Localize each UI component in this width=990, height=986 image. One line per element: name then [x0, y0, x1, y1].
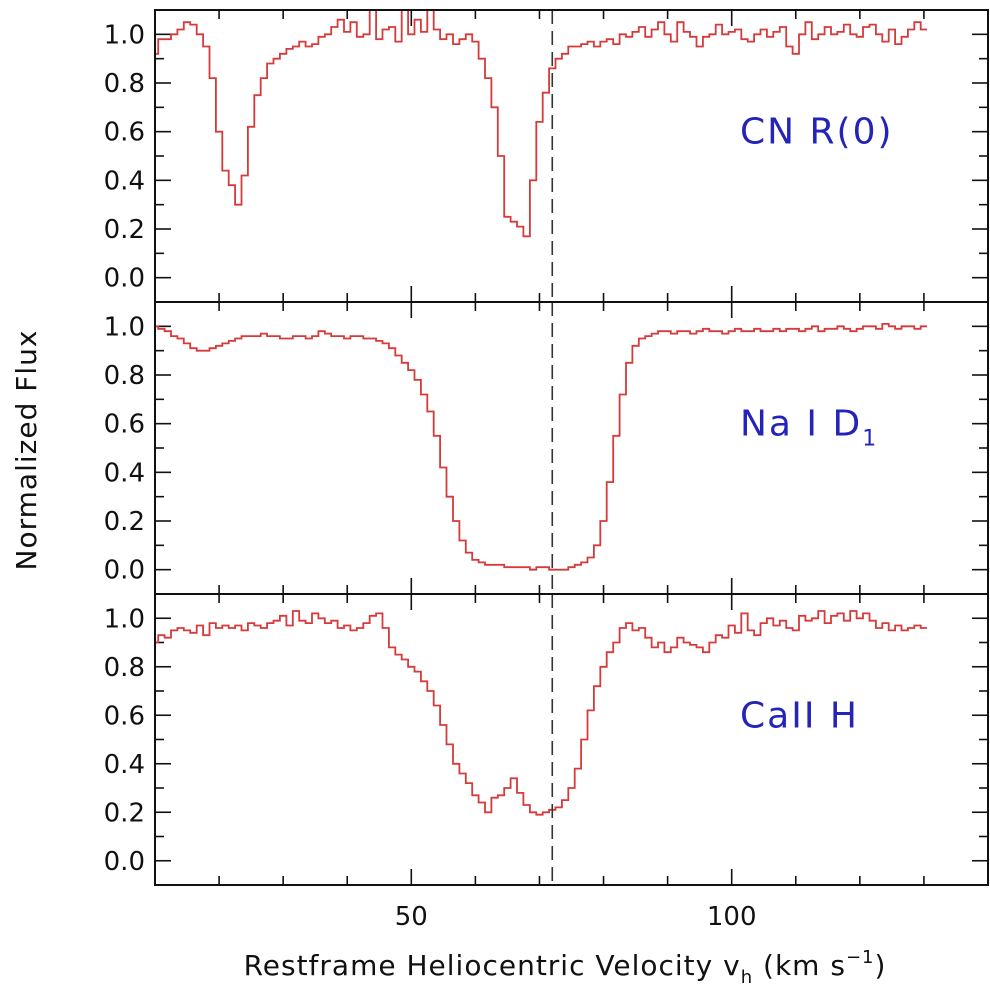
- y-tick-label: 0.2: [104, 215, 145, 245]
- panel-label: CaII H: [740, 695, 859, 736]
- spectrum-line: [155, 610, 928, 816]
- panel-1: 0.0 0.2 0.4 0.6 0.8 1.0 CN R(0): [104, 9, 989, 303]
- y-tick-label: 0.6: [104, 118, 145, 148]
- y-tick-label: 1.0: [104, 604, 145, 634]
- panel-label-main: CN R(0): [740, 112, 894, 153]
- y-tick-label: 1.0: [104, 312, 145, 342]
- x-tick-label: 50: [395, 902, 428, 932]
- y-tick-label: 0.8: [104, 69, 145, 99]
- panels-group: 0.0 0.2 0.4 0.6 0.8 1.0 CN R(0) 0.0 0.2 0.4 0.6 0.8…: [104, 9, 989, 932]
- spectrum-line: [155, 323, 928, 571]
- y-tick-label: 1.0: [104, 20, 145, 50]
- x-axis-title-superscript: −1: [846, 947, 875, 968]
- y-tick-label: 0.6: [104, 701, 145, 731]
- panel-label: CN R(0): [740, 112, 894, 153]
- x-tick-label: 100: [707, 902, 757, 932]
- y-tick-label: 0.0: [104, 847, 145, 877]
- y-tick-label: 0.2: [104, 507, 145, 537]
- y-tick-label: 0.4: [104, 458, 145, 488]
- panel-label-subscript: 1: [862, 427, 878, 452]
- x-axis-title-unit-close: ): [874, 949, 886, 982]
- y-tick-label: 0.2: [104, 798, 145, 828]
- x-axis-title-subscript: h: [741, 967, 753, 986]
- x-axis-title-main: Restframe Heliocentric Velocity v: [244, 949, 741, 982]
- x-axis-title-unit: (km s: [753, 949, 846, 982]
- y-tick-label: 0.4: [104, 166, 145, 196]
- y-tick-label: 0.0: [104, 264, 145, 294]
- panel-2: 0.0 0.2 0.4 0.6 0.8 1.0 Na I D1: [104, 301, 989, 595]
- x-axis-title: Restframe Heliocentric Velocity vh (km s…: [244, 947, 887, 986]
- y-tick-label: 0.4: [104, 750, 145, 780]
- panel-label: Na I D1: [740, 404, 878, 452]
- panel-label-main: CaII H: [740, 695, 859, 736]
- y-tick-label: 0.0: [104, 556, 145, 586]
- panel-label-main: Na I D: [740, 404, 862, 445]
- spectrum-line: [155, 9, 928, 238]
- y-axis-title: Normalized Flux: [10, 330, 43, 571]
- y-tick-label: 0.8: [104, 361, 145, 391]
- panel-frame: [154, 593, 989, 886]
- panel-3: 0.0 0.2 0.4 0.6 0.8 1.0 CaII H 50 100: [104, 593, 989, 932]
- y-tick-label: 0.6: [104, 410, 145, 440]
- y-tick-label: 0.8: [104, 653, 145, 683]
